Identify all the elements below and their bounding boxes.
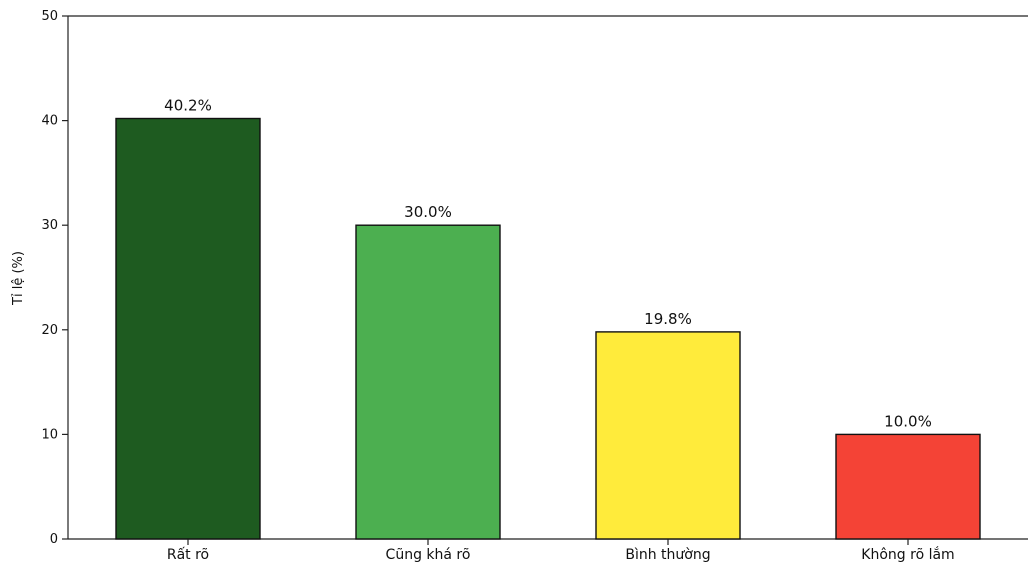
bar (355, 224, 501, 540)
x-tick-label: Cũng khá rõ (386, 547, 471, 563)
bars (115, 117, 981, 540)
y-ticks: 0 10 20 30 40 50 (41, 9, 68, 547)
bar (115, 117, 261, 540)
x-tick-label: Không rõ lắm (861, 546, 954, 563)
y-tick-label: 30 (41, 218, 58, 233)
plot-area: 0 10 20 30 40 50 40.2% 30.0% 19.8% 10.0% Rất rõ C… (41, 9, 1028, 563)
y-tick-label: 40 (41, 114, 58, 129)
y-axis-title: Tỉ lệ (%) (11, 251, 26, 306)
x-ticks: Rất rõ Cũng khá rõ Bình thường Không rõ lắm (167, 539, 955, 563)
bar-value-label: 10.0% (884, 412, 932, 430)
data-labels: 40.2% 30.0% 19.8% 10.0% (164, 97, 932, 431)
bar-value-label: 40.2% (164, 97, 212, 115)
y-tick-label: 0 (50, 532, 58, 547)
y-tick-label: 20 (41, 323, 58, 338)
bar-value-label: 30.0% (404, 203, 452, 221)
x-tick-label: Bình thường (625, 547, 710, 563)
bar-value-label: 19.8% (644, 310, 692, 328)
bar (595, 331, 741, 540)
y-tick-label: 10 (41, 427, 58, 442)
y-tick-label: 50 (41, 9, 58, 24)
x-tick-label: Rất rõ (167, 547, 209, 563)
bar (835, 433, 981, 540)
